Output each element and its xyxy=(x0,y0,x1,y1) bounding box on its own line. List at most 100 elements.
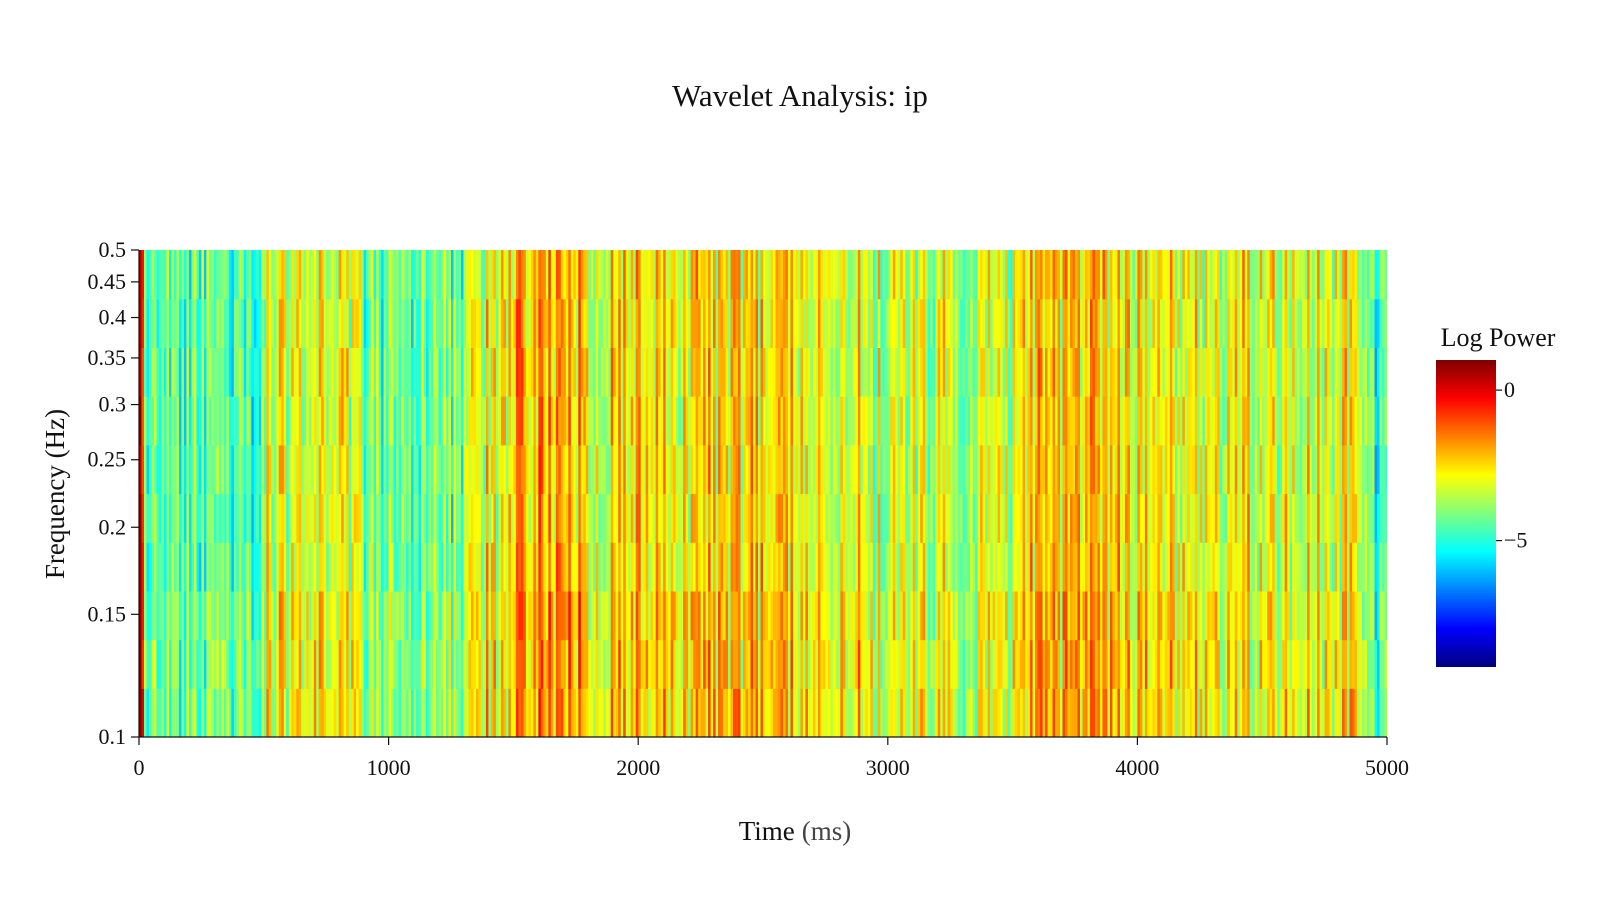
heatmap-cell xyxy=(1002,542,1006,592)
heatmap-cell xyxy=(443,250,447,300)
heatmap-cell xyxy=(505,639,510,689)
heatmap-cell xyxy=(1362,639,1366,689)
heatmap-cell xyxy=(480,493,485,543)
heatmap-cell xyxy=(403,298,407,348)
heatmap-cell xyxy=(1219,590,1223,641)
heatmap-cell xyxy=(453,688,457,737)
heatmap-cell xyxy=(1177,493,1181,543)
heatmap-cell xyxy=(1149,444,1153,495)
heatmap-cell xyxy=(693,639,697,689)
heatmap-cell xyxy=(520,639,524,689)
heatmap-cell xyxy=(945,396,949,446)
heatmap-cell xyxy=(508,639,512,689)
heatmap-cell xyxy=(1187,396,1191,446)
heatmap-cell xyxy=(1079,542,1084,592)
heatmap-cell xyxy=(1379,590,1383,641)
heatmap-cell xyxy=(1342,347,1346,397)
heatmap-cell xyxy=(473,444,477,495)
heatmap-cell xyxy=(767,639,772,689)
heatmap-cell xyxy=(1299,444,1303,495)
heatmap-cell xyxy=(867,542,871,592)
heatmap-cell xyxy=(173,542,178,592)
heatmap-cell xyxy=(351,347,355,397)
heatmap-cell xyxy=(266,396,270,446)
heatmap-cell xyxy=(263,250,267,300)
heatmap-cell xyxy=(852,347,856,397)
heatmap-cell xyxy=(688,590,692,641)
heatmap-cell xyxy=(1040,298,1044,348)
heatmap-cell xyxy=(376,542,380,592)
heatmap-cell xyxy=(1337,347,1341,397)
heatmap-cell xyxy=(1007,688,1011,737)
heatmap-cell xyxy=(1219,250,1223,300)
heatmap-cell xyxy=(590,347,594,397)
heatmap-cell xyxy=(698,688,702,737)
heatmap-cell xyxy=(1065,639,1069,689)
heatmap-cell xyxy=(218,542,222,592)
heatmap-cell xyxy=(191,444,195,495)
heatmap-cell xyxy=(411,493,415,543)
heatmap-cell xyxy=(937,493,941,543)
heatmap-cell xyxy=(1112,298,1116,348)
heatmap-cell xyxy=(832,542,836,592)
heatmap-cell xyxy=(218,590,222,641)
heatmap-cell xyxy=(231,688,235,737)
heatmap-cell xyxy=(178,542,183,592)
heatmap-cell xyxy=(1015,688,1019,737)
heatmap-cell xyxy=(985,396,989,446)
heatmap-cell xyxy=(141,542,145,592)
heatmap-cell xyxy=(555,688,559,737)
heatmap-cell xyxy=(1304,396,1308,446)
heatmap-cell xyxy=(1244,250,1248,300)
heatmap-cell xyxy=(490,250,495,300)
heatmap-cell xyxy=(710,542,714,592)
heatmap-cell xyxy=(1272,250,1276,300)
heatmap-cell xyxy=(1084,396,1089,446)
heatmap-cell xyxy=(1287,396,1291,446)
heatmap-cell xyxy=(143,250,148,300)
heatmap-cell xyxy=(1045,542,1049,592)
heatmap-cell xyxy=(1124,347,1129,397)
heatmap-cell xyxy=(1262,250,1266,300)
heatmap-cell xyxy=(698,639,702,689)
heatmap-cell xyxy=(1025,688,1029,737)
heatmap-cell xyxy=(977,590,981,641)
heatmap-cell xyxy=(436,444,440,495)
heatmap-cell xyxy=(872,590,876,641)
heatmap-cell xyxy=(513,298,517,348)
heatmap-cell xyxy=(1342,590,1346,641)
heatmap-cell xyxy=(371,493,375,543)
heatmap-cell xyxy=(1272,347,1276,397)
heatmap-cell xyxy=(805,493,809,543)
heatmap-cell xyxy=(1172,298,1176,348)
heatmap-cell xyxy=(1030,298,1034,348)
heatmap-cell xyxy=(1289,493,1293,543)
heatmap-cell xyxy=(1242,493,1246,543)
heatmap-cell xyxy=(298,688,302,737)
heatmap-cell xyxy=(368,444,372,495)
heatmap-cell xyxy=(1272,590,1276,641)
heatmap-cell xyxy=(980,542,984,592)
heatmap-cell xyxy=(628,444,632,495)
heatmap-cell xyxy=(1147,396,1151,446)
heatmap-cell xyxy=(625,298,629,348)
heatmap-cell xyxy=(1234,444,1238,495)
heatmap-cell xyxy=(351,493,355,543)
heatmap-cell xyxy=(678,396,682,446)
heatmap-cell xyxy=(1274,542,1278,592)
heatmap-cell xyxy=(875,590,879,641)
heatmap-cell xyxy=(845,396,849,446)
heatmap-cell xyxy=(535,590,539,641)
heatmap-cell xyxy=(578,493,582,543)
heatmap-cell xyxy=(892,639,896,689)
heatmap-cell xyxy=(695,444,699,495)
heatmap-cell xyxy=(1075,493,1079,543)
heatmap-cell xyxy=(1217,688,1221,737)
heatmap-cell xyxy=(767,444,772,495)
heatmap-cell xyxy=(1112,639,1116,689)
heatmap-cell xyxy=(1092,542,1096,592)
heatmap-cell xyxy=(1122,590,1126,641)
heatmap-cell xyxy=(917,298,921,348)
heatmap-cell xyxy=(845,590,849,641)
heatmap-cell xyxy=(308,250,312,300)
